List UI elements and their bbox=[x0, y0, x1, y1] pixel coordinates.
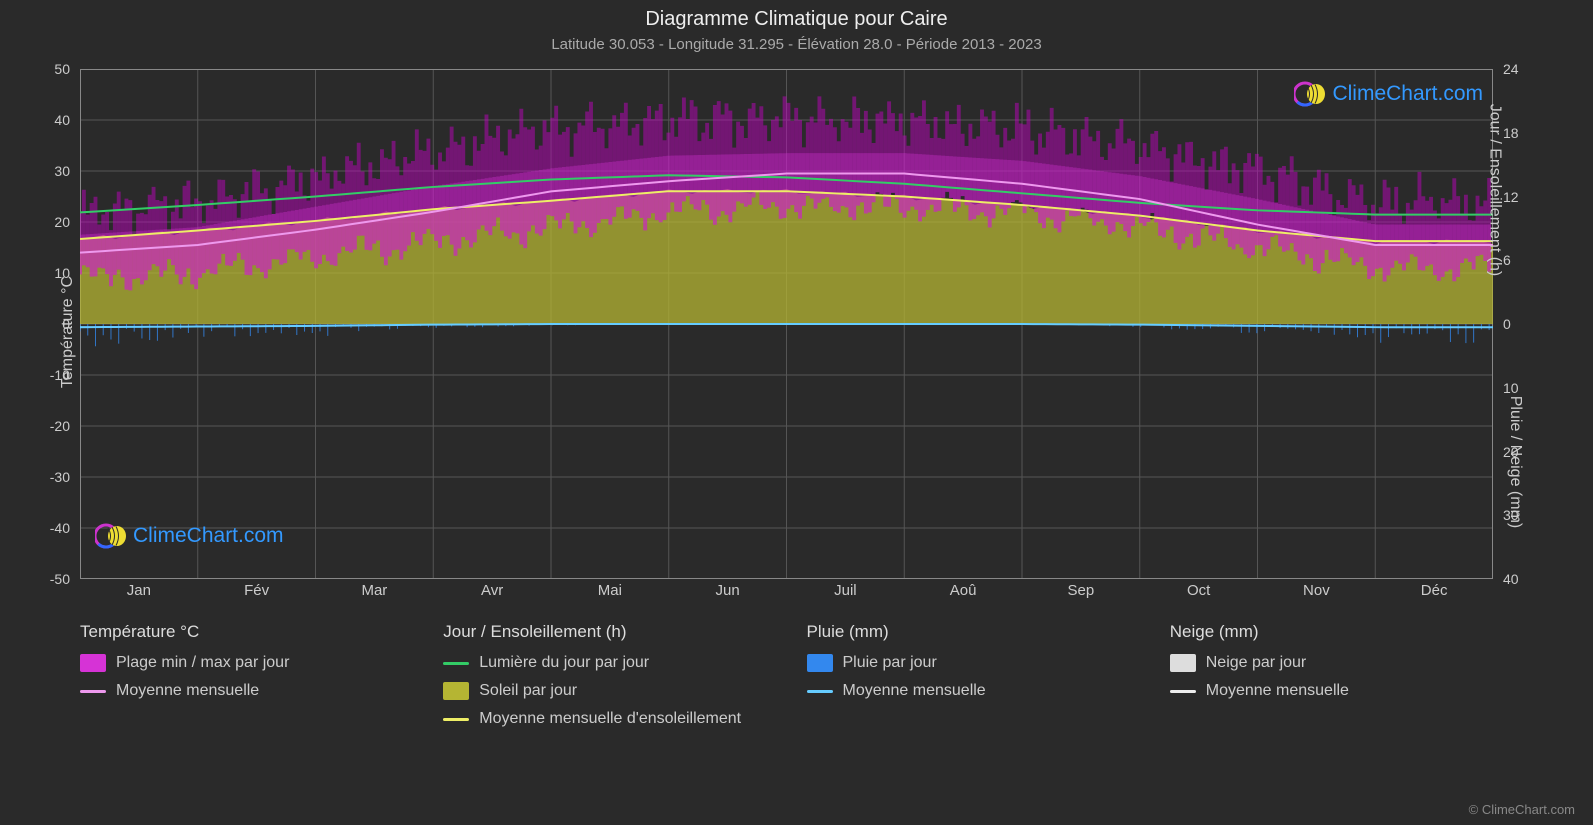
legend-column: Température °C Plage min / max par jour Mo… bbox=[80, 622, 423, 738]
legend-label: Moyenne mensuelle bbox=[116, 682, 259, 700]
x-tick: Oct bbox=[1140, 579, 1258, 604]
y-tick-left: 40 bbox=[54, 112, 70, 128]
plot-area bbox=[80, 69, 1493, 579]
legend-title: Température °C bbox=[80, 622, 423, 642]
legend-swatch bbox=[1170, 654, 1196, 672]
y-tick-left: 50 bbox=[54, 61, 70, 77]
x-tick: Jan bbox=[80, 579, 198, 604]
legend-label: Moyenne mensuelle bbox=[1206, 682, 1349, 700]
y-axis-right-top-label: Jour / Ensoleillement (h) bbox=[1486, 104, 1504, 277]
legend-swatch bbox=[80, 690, 106, 693]
legend-title: Jour / Ensoleillement (h) bbox=[443, 622, 786, 642]
y-tick-left: -40 bbox=[50, 520, 70, 536]
legend-item: Neige par jour bbox=[1170, 654, 1513, 672]
legend-swatch bbox=[1170, 690, 1196, 693]
legend-label: Soleil par jour bbox=[479, 682, 577, 700]
legend-item: Pluie par jour bbox=[807, 654, 1150, 672]
logo-icon bbox=[95, 520, 127, 552]
legend-item: Lumière du jour par jour bbox=[443, 654, 786, 672]
x-tick: Fév bbox=[198, 579, 316, 604]
y-axis-right-bot-label: Pluie / Neige (mm) bbox=[1506, 396, 1524, 528]
x-tick: Avr bbox=[433, 579, 551, 604]
y-tick-right-top: 0 bbox=[1503, 316, 1511, 332]
legend-swatch bbox=[443, 662, 469, 665]
x-tick: Mar bbox=[316, 579, 434, 604]
legend-swatch bbox=[443, 682, 469, 700]
x-tick: Mai bbox=[551, 579, 669, 604]
y-tick-left: -20 bbox=[50, 418, 70, 434]
watermark-top: ClimeChart.com bbox=[1294, 78, 1483, 110]
legend: Température °C Plage min / max par jour Mo… bbox=[0, 604, 1593, 748]
watermark-text: ClimeChart.com bbox=[133, 524, 284, 548]
legend-label: Moyenne mensuelle bbox=[843, 682, 986, 700]
legend-item: Soleil par jour bbox=[443, 682, 786, 700]
y-tick-right-top: 18 bbox=[1503, 125, 1519, 141]
x-tick: Juil bbox=[787, 579, 905, 604]
plot-svg bbox=[80, 69, 1493, 579]
y-tick-left: -50 bbox=[50, 571, 70, 587]
y-tick-right-bot: 40 bbox=[1503, 571, 1519, 587]
legend-column: Pluie (mm) Pluie par jour Moyenne mensuell… bbox=[807, 622, 1150, 738]
legend-label: Lumière du jour par jour bbox=[479, 654, 649, 672]
legend-swatch bbox=[443, 718, 469, 721]
legend-label: Neige par jour bbox=[1206, 654, 1307, 672]
legend-item: Moyenne mensuelle bbox=[80, 682, 423, 700]
x-tick: Aoû bbox=[904, 579, 1022, 604]
legend-label: Pluie par jour bbox=[843, 654, 937, 672]
legend-item: Moyenne mensuelle d'ensoleillement bbox=[443, 710, 786, 728]
y-tick-left: 30 bbox=[54, 163, 70, 179]
y-tick-right-top: 6 bbox=[1503, 252, 1511, 268]
legend-label: Moyenne mensuelle d'ensoleillement bbox=[479, 710, 741, 728]
legend-swatch bbox=[80, 654, 106, 672]
x-axis: JanFévMarAvrMaiJunJuilAoûSepOctNovDéc bbox=[80, 579, 1493, 604]
x-tick: Jun bbox=[669, 579, 787, 604]
y-tick-right-top: 12 bbox=[1503, 189, 1519, 205]
legend-swatch bbox=[807, 654, 833, 672]
y-tick-right-top: 24 bbox=[1503, 61, 1519, 77]
y-tick-left: 20 bbox=[54, 214, 70, 230]
legend-title: Pluie (mm) bbox=[807, 622, 1150, 642]
watermark-text: ClimeChart.com bbox=[1332, 82, 1483, 106]
x-tick: Déc bbox=[1375, 579, 1493, 604]
legend-column: Neige (mm) Neige par jour Moyenne mensuell… bbox=[1170, 622, 1513, 738]
legend-item: Plage min / max par jour bbox=[80, 654, 423, 672]
legend-item: Moyenne mensuelle bbox=[1170, 682, 1513, 700]
chart-subtitle: Latitude 30.053 - Longitude 31.295 - Élé… bbox=[0, 31, 1593, 59]
x-tick: Nov bbox=[1258, 579, 1376, 604]
logo-icon bbox=[1294, 78, 1326, 110]
y-axis-left-label: Température °C bbox=[59, 275, 77, 387]
copyright: © ClimeChart.com bbox=[1469, 802, 1575, 817]
x-tick: Sep bbox=[1022, 579, 1140, 604]
y-tick-left: -30 bbox=[50, 469, 70, 485]
legend-swatch bbox=[807, 690, 833, 693]
chart-title: Diagramme Climatique pour Caire bbox=[0, 0, 1593, 31]
legend-column: Jour / Ensoleillement (h) Lumière du jour… bbox=[443, 622, 786, 738]
legend-item: Moyenne mensuelle bbox=[807, 682, 1150, 700]
y-tick-right-bot: 10 bbox=[1503, 380, 1519, 396]
legend-title: Neige (mm) bbox=[1170, 622, 1513, 642]
legend-label: Plage min / max par jour bbox=[116, 654, 289, 672]
watermark-bottom: ClimeChart.com bbox=[95, 520, 284, 552]
